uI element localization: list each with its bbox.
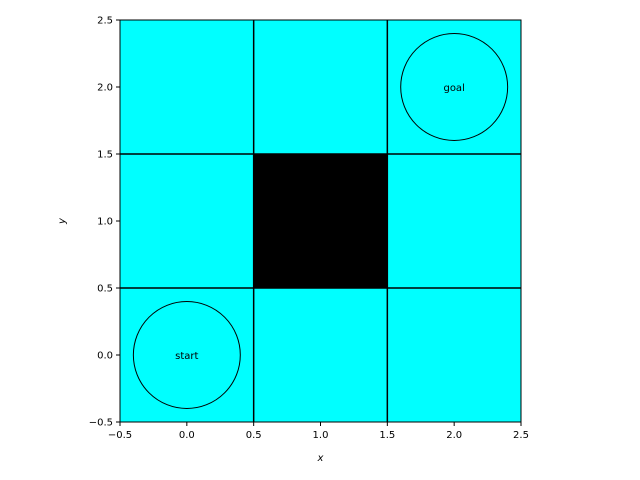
x-tick-label: 2.0	[446, 430, 462, 441]
y-tick-label: 2.5	[97, 16, 113, 27]
x-tick-label: −0.5	[108, 430, 132, 441]
y-tick-label: 1.5	[97, 150, 113, 161]
cell-1-0-free	[253, 288, 388, 422]
cell-2-2-free	[387, 20, 521, 154]
x-axis-ticks: −0.5 0.0 0.5 1.0 1.5 2.0 2.5	[108, 422, 529, 441]
cell-2-0-free	[387, 288, 521, 422]
markers: start goal	[132, 33, 509, 409]
x-axis-label: x	[317, 453, 324, 464]
x-tick-label: 1.5	[379, 430, 395, 441]
x-tick-label: 2.5	[513, 430, 529, 441]
cell-1-1-obstacle	[253, 154, 388, 288]
x-tick-label: 0.0	[179, 430, 195, 441]
grid-lines	[120, 20, 521, 422]
y-axis-ticks: −0.5 0.0 0.5 1.0 1.5 2.0 2.5	[89, 16, 120, 429]
y-axis-label: y	[57, 217, 68, 225]
goal-circle	[400, 33, 509, 141]
grid-cells	[120, 20, 521, 422]
start-label: start	[175, 351, 198, 362]
cell-0-1-free	[120, 154, 254, 288]
y-tick-label: −0.5	[89, 418, 113, 429]
x-tick-label: 0.5	[246, 430, 262, 441]
cell-2-1-free	[387, 154, 521, 288]
y-tick-label: 0.0	[97, 351, 113, 362]
y-tick-label: 0.5	[97, 284, 113, 295]
cell-1-2-free	[253, 20, 388, 154]
cell-0-0-free	[120, 288, 254, 422]
y-tick-label: 1.0	[97, 217, 113, 228]
start-circle	[132, 301, 241, 409]
goal-label: goal	[443, 83, 464, 94]
x-tick-label: 1.0	[313, 430, 329, 441]
cell-0-2-free	[120, 20, 254, 154]
y-tick-label: 2.0	[97, 83, 113, 94]
